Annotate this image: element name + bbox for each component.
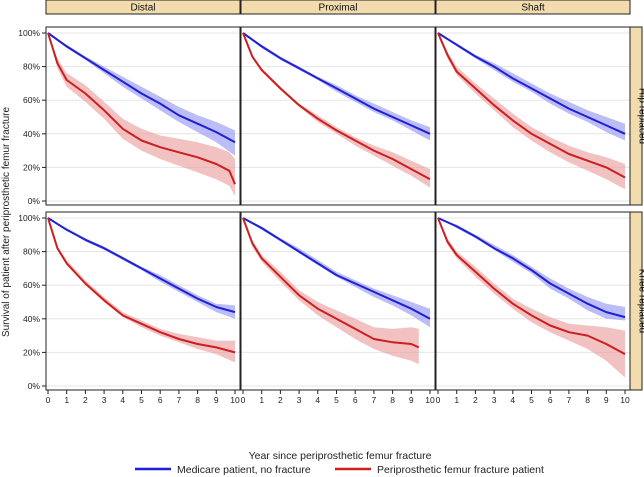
x-tick-label: 8 — [585, 395, 590, 405]
x-axis-label: Year since periprosthetic femur fracture — [249, 450, 432, 462]
panel-frame — [435, 211, 631, 391]
y-tick-label: 20% — [23, 347, 40, 357]
fracture-ci-band — [48, 33, 235, 196]
medicare-survival-line — [47, 32, 236, 144]
medicare-survival-line — [47, 217, 236, 314]
x-tick-label: 8 — [195, 395, 200, 405]
fracture-survival-line — [437, 217, 626, 355]
legend: Medicare patient, no fracture Periprosth… — [135, 464, 544, 476]
x-tick-label: 0 — [241, 395, 246, 405]
column-strip-shaft — [435, 0, 631, 15]
x-tick-label: 10 — [620, 395, 630, 405]
x-tick-label: 1 — [64, 395, 69, 405]
y-tick-label: 80% — [23, 62, 40, 72]
legend-fracture-label: Periprosthetic femur fracture patient — [377, 464, 544, 476]
fracture-survival-line — [47, 217, 236, 354]
x-tick-label: 10 — [230, 395, 240, 405]
y-tick-label: 0% — [28, 381, 41, 391]
y-tick-label: 20% — [23, 162, 40, 172]
x-tick-label: 9 — [409, 395, 414, 405]
x-tick-label: 9 — [604, 395, 609, 405]
fracture-survival-line — [242, 32, 431, 181]
fracture-ci-band — [48, 218, 235, 363]
panel-frame — [240, 26, 436, 206]
fracture-ci-band — [438, 218, 625, 378]
y-axis-label: Survival of patient after periprosthetic… — [1, 107, 12, 338]
medicare-survival-line — [437, 32, 626, 135]
panel-proximal-hip-replaced — [240, 26, 436, 206]
column-title-distal: Distal — [130, 3, 155, 14]
fracture-survival-line — [437, 32, 626, 179]
row-title-knee-replaced: Knee replaced — [637, 269, 644, 334]
x-tick-label: 4 — [315, 395, 320, 405]
x-tick-label: 3 — [492, 395, 497, 405]
y-tick-label: 0% — [28, 196, 41, 206]
panel-distal-hip-replaced: 0% 20% 40% 60% 80% 100% — [18, 26, 241, 206]
fracture-ci-band — [243, 218, 419, 365]
y-tick-label: 40% — [23, 314, 40, 324]
medicare-ci-band — [243, 33, 430, 141]
medicare-survival-line — [242, 217, 431, 320]
fracture-survival-line — [242, 217, 420, 349]
medicare-survival-line — [242, 32, 431, 135]
x-tick-label: 8 — [390, 395, 395, 405]
column-strip-distal — [45, 0, 241, 15]
panel-shaft-hip-replaced — [435, 26, 631, 206]
x-tick-label: 7 — [567, 395, 572, 405]
y-tick-label: 100% — [18, 28, 40, 38]
panel-distal-knee-replaced: 0% 20% 40% 60% 80% 100% 0 1 2 3 4 5 6 7 8 9 10 — [18, 211, 241, 405]
y-tick-label: 60% — [23, 280, 40, 290]
panel-frame — [240, 211, 436, 391]
panel-proximal-knee-replaced: 0 1 2 3 4 5 6 7 8 9 10 — [240, 211, 436, 405]
x-tick-label: 3 — [102, 395, 107, 405]
panels-layer: Distal Proximal Shaft Hip replaced Knee repl… — [18, 0, 644, 405]
y-tick-label: 40% — [23, 129, 40, 139]
x-tick-label: 9 — [214, 395, 219, 405]
fracture-ci-band — [438, 33, 625, 190]
x-tick-label: 4 — [510, 395, 515, 405]
medicare-survival-line — [437, 217, 626, 319]
x-tick-label: 4 — [120, 395, 125, 405]
y-tick-label: 80% — [23, 247, 40, 257]
panel-frame — [45, 26, 241, 206]
x-tick-label: 7 — [372, 395, 377, 405]
x-tick-label: 0 — [46, 395, 51, 405]
labels-layer: Survival of patient after periprosthetic… — [1, 107, 432, 462]
panel-frame — [435, 26, 631, 206]
x-tick-label: 7 — [177, 395, 182, 405]
x-tick-label: 3 — [297, 395, 302, 405]
fracture-ci-band — [243, 33, 430, 188]
panel-frame — [45, 211, 241, 391]
x-tick-label: 2 — [83, 395, 88, 405]
medicare-ci-band — [438, 33, 625, 141]
column-title-shaft: Shaft — [521, 3, 545, 14]
x-tick-label: 6 — [353, 395, 358, 405]
row-title-hip-replaced: Hip replaced — [637, 88, 644, 144]
x-tick-label: 5 — [529, 395, 534, 405]
y-tick-label: 100% — [18, 213, 40, 223]
x-tick-label: 6 — [158, 395, 163, 405]
column-title-proximal: Proximal — [319, 3, 358, 14]
x-tick-label: 5 — [334, 395, 339, 405]
x-tick-label: 2 — [473, 395, 478, 405]
legend-medicare-label: Medicare patient, no fracture — [177, 464, 311, 476]
x-tick-label: 1 — [259, 395, 264, 405]
column-strip-proximal — [240, 0, 436, 15]
x-tick-label: 6 — [548, 395, 553, 405]
x-tick-label: 1 — [454, 395, 459, 405]
panel-shaft-knee-replaced: 0 1 2 3 4 5 6 7 8 9 10 — [435, 211, 631, 405]
y-tick-label: 60% — [23, 95, 40, 105]
x-tick-label: 10 — [425, 395, 435, 405]
x-tick-label: 0 — [436, 395, 441, 405]
x-tick-label: 2 — [278, 395, 283, 405]
fracture-survival-line — [47, 32, 236, 185]
x-tick-label: 5 — [139, 395, 144, 405]
